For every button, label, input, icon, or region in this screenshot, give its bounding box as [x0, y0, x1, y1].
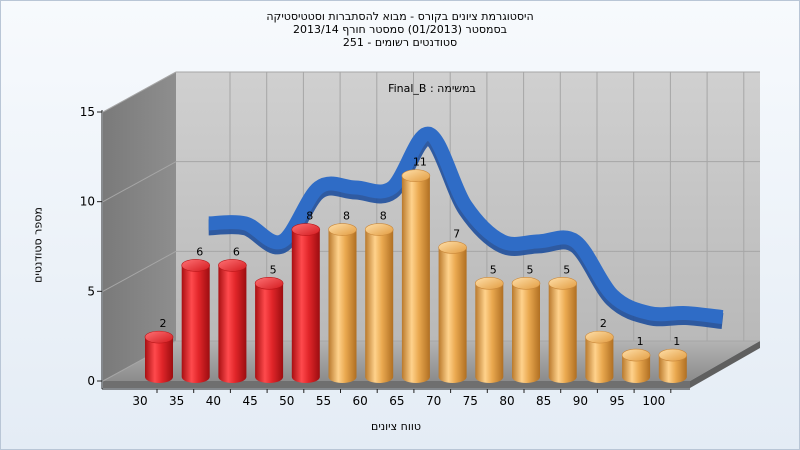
chart-inner-title: Final_B : במשימה [388, 82, 476, 95]
bar [364, 223, 394, 383]
bar-body [328, 229, 357, 383]
data-label: 1 [673, 335, 680, 348]
bar-body [401, 175, 430, 383]
x-tick-label: 75 [463, 394, 478, 408]
y-tick-label: 0 [87, 374, 95, 388]
chart-header: היסטוגרמת ציונים בקורס - מבוא להסתברות ו… [0, 10, 800, 49]
data-label: 1 [637, 335, 644, 348]
y-tick-label: 15 [80, 105, 95, 119]
bar-top [438, 241, 467, 254]
bar-top [291, 223, 321, 236]
x-tick-label: 60 [353, 394, 368, 408]
data-label: 5 [490, 263, 497, 276]
bar [621, 348, 651, 383]
bar-body [585, 337, 614, 383]
bar [328, 223, 357, 383]
bar-body [512, 283, 540, 383]
data-label: 8 [306, 210, 313, 223]
bar-top [364, 223, 394, 236]
bar-top [254, 277, 284, 290]
bar-body [291, 229, 320, 383]
bar [658, 348, 688, 383]
x-tick-label: 40 [206, 394, 221, 408]
bar-body [622, 355, 651, 383]
bar-body [438, 247, 467, 383]
bar [181, 259, 210, 383]
x-axis-label: טווח ציונים [371, 420, 421, 433]
x-tick-label: 100 [642, 394, 665, 408]
y-tick-label: 10 [80, 195, 95, 209]
bar [585, 330, 614, 383]
bar [438, 241, 467, 383]
axes [101, 110, 690, 390]
data-label: 6 [196, 245, 203, 258]
bar-body [255, 283, 284, 383]
bar-top [548, 277, 578, 290]
bar-body [548, 283, 577, 383]
x-tick-label: 85 [536, 394, 551, 408]
bar [218, 259, 247, 383]
header-line-2: בסמסטר (01/2013) סמסטר חורף 2013/14 [293, 23, 507, 36]
bar-top [144, 330, 174, 344]
bar [254, 277, 284, 383]
bar [144, 330, 174, 383]
x-tick-label: 55 [316, 394, 331, 408]
bar-top [328, 223, 357, 236]
x-tick-label: 90 [573, 394, 588, 408]
bar-top [474, 277, 504, 290]
bar-top [621, 348, 651, 362]
bars [144, 169, 688, 383]
data-label: 2 [600, 317, 607, 330]
x-tick-labels: 30 35 40 45 50 55 60 65 70 75 80 85 90 95 100 [132, 389, 672, 408]
x-tick-label: 50 [279, 394, 294, 408]
x-tick-label: 45 [242, 394, 257, 408]
data-label: 5 [270, 263, 277, 276]
floor-front-edge [103, 381, 690, 388]
bar-top [401, 169, 431, 183]
header-line-3: סטודנטים רשומים - 251 [342, 36, 458, 49]
bar-body [365, 229, 394, 383]
grid-line-side [102, 161, 177, 203]
data-label: 8 [343, 210, 350, 223]
bar [401, 169, 431, 383]
grid-line-side [102, 71, 177, 113]
data-label: 6 [233, 245, 240, 258]
bar [474, 277, 504, 383]
x-tick-label: 95 [609, 394, 624, 408]
x-tick-label: 70 [426, 394, 441, 408]
data-label: 7 [453, 227, 460, 240]
grid-line-side [102, 250, 177, 292]
bar-body [145, 337, 173, 383]
bar-body [181, 265, 210, 383]
data-label: 8 [380, 210, 387, 223]
floor-side-edge [690, 341, 760, 388]
data-label: 5 [563, 263, 570, 276]
data-label: 2 [160, 317, 167, 330]
bar-body [475, 283, 504, 383]
x-tick-label: 80 [499, 394, 514, 408]
bar-top [658, 348, 688, 362]
data-label: 11 [413, 156, 427, 169]
y-tick-label: 5 [87, 284, 95, 298]
y-tick-labels: 0 5 10 15 [80, 105, 102, 388]
bar-top [585, 330, 614, 344]
bar [548, 277, 578, 383]
bar-top [511, 277, 541, 290]
bar-body [218, 265, 247, 383]
x-tick-label: 30 [132, 394, 147, 408]
x-tick-label: 35 [169, 394, 184, 408]
data-label: 5 [527, 263, 534, 276]
bar-body [658, 355, 687, 383]
bar-top [218, 259, 247, 272]
header-line-1: היסטוגרמת ציונים בקורס - מבוא להסתברות ו… [266, 10, 534, 23]
grid-lines [102, 71, 760, 382]
bar [511, 277, 541, 383]
bar [291, 223, 321, 383]
bar-top [181, 259, 210, 272]
left-wall [103, 72, 176, 381]
x-tick-label: 65 [389, 394, 404, 408]
